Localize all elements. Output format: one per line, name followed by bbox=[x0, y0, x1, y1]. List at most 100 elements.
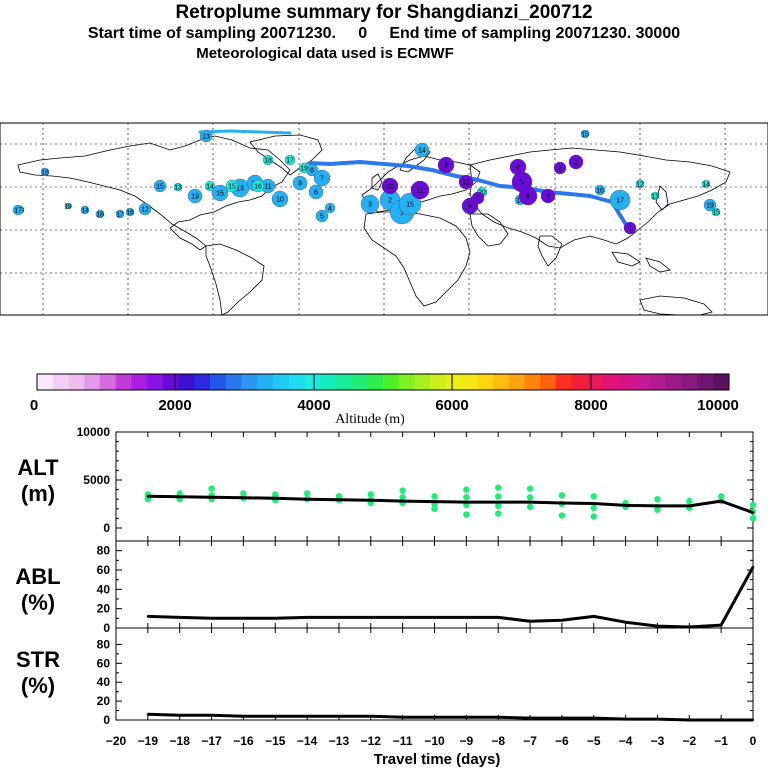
colorbar-swatch bbox=[131, 374, 148, 390]
str-series-point bbox=[751, 718, 755, 722]
purple-cluster-circle bbox=[518, 186, 538, 206]
str-series-point bbox=[656, 717, 659, 721]
alt-cluster-point bbox=[558, 512, 566, 519]
teal-cluster-label: 13 bbox=[174, 185, 182, 192]
x-tick-label: −12 bbox=[361, 734, 382, 748]
blue-cluster-marker: 15 bbox=[211, 184, 229, 202]
alt-series-point bbox=[592, 502, 595, 505]
abl-series-point bbox=[401, 616, 404, 619]
teal-cluster-circle bbox=[173, 182, 183, 192]
str-series-point bbox=[528, 716, 532, 720]
colorbar-swatches bbox=[37, 374, 730, 390]
teal-cluster-label: 12 bbox=[636, 182, 644, 189]
x-tick-label: −6 bbox=[555, 734, 569, 748]
x-tick-label: −17 bbox=[201, 734, 222, 748]
purple-cluster-label: 7 bbox=[476, 196, 480, 203]
purple-cluster-circle bbox=[437, 156, 455, 174]
abl-panel-label: ABL bbox=[15, 564, 60, 589]
teal-cluster-marker: 14 bbox=[204, 180, 216, 192]
blue-cluster-circle bbox=[40, 167, 50, 177]
abl-series-point bbox=[497, 616, 500, 619]
blue-cluster-label: 15 bbox=[216, 191, 224, 198]
teal-cluster-circle bbox=[635, 179, 645, 189]
alt-panel-unit: (m) bbox=[21, 481, 55, 506]
abl-panel-frame bbox=[115, 540, 754, 629]
alt-cluster-point bbox=[495, 484, 502, 491]
retroplume-map: 1818191716121519151312111098765432115141… bbox=[0, 122, 768, 316]
str-series-line bbox=[147, 712, 753, 722]
blue-cluster-label: 7 bbox=[320, 176, 324, 183]
x-tick-label: −10 bbox=[424, 734, 445, 748]
abl-series-point bbox=[274, 617, 277, 620]
blue-cluster-circle bbox=[115, 209, 125, 219]
alt-series-point bbox=[497, 500, 500, 504]
blue-cluster-circle bbox=[271, 190, 289, 208]
str-y-tick-label: 0 bbox=[103, 713, 110, 727]
teal-cluster-marker: 15 bbox=[225, 179, 239, 193]
blue-cluster-marker: 10 bbox=[271, 190, 289, 208]
alt-series-point bbox=[337, 498, 341, 501]
alt-cluster-point bbox=[526, 494, 534, 501]
str-panel-label: STR bbox=[16, 647, 60, 672]
x-tick-label: −3 bbox=[651, 734, 665, 748]
purple-cluster-marker: 1 bbox=[568, 154, 584, 170]
str-series-point bbox=[369, 715, 372, 718]
str-series-point bbox=[560, 716, 564, 720]
abl-series-point bbox=[242, 617, 245, 620]
str-series-point bbox=[305, 715, 309, 718]
blue-cluster-circle bbox=[211, 184, 229, 202]
alt-cluster-point bbox=[558, 492, 566, 499]
alt-cluster-point bbox=[399, 494, 406, 501]
altitude-colorbar: 0 2000 4000 6000 8000 10000 Altitude (m) bbox=[30, 373, 739, 427]
teal-cluster-label: 15 bbox=[712, 210, 720, 217]
blue-cluster-marker: 19 bbox=[64, 202, 72, 211]
str-series-point bbox=[465, 715, 468, 719]
met-data-line: Meteorological data used is ECMWF bbox=[196, 45, 454, 62]
blue-cluster-marker: 6 bbox=[308, 184, 324, 200]
colorbar-swatch bbox=[666, 374, 683, 390]
alt-cluster-point bbox=[526, 503, 534, 511]
colorbar-swatch bbox=[430, 374, 447, 390]
colorbar-swatch bbox=[178, 374, 195, 390]
teal-cluster-marker: 13 bbox=[650, 191, 660, 201]
alt-cluster-point bbox=[590, 513, 597, 520]
purple-cluster-marker: 12 bbox=[458, 174, 474, 190]
blue-cluster-label: 8 bbox=[310, 168, 314, 175]
blue-cluster-label: 19 bbox=[64, 204, 72, 211]
str-panel: 0 20 40 60 80 bbox=[97, 627, 755, 727]
teal-cluster-marker: 16 bbox=[251, 179, 265, 193]
alt-series-point bbox=[433, 500, 436, 503]
purple-cluster-marker: 11 bbox=[410, 180, 430, 200]
x-tick-label: −20 bbox=[106, 734, 127, 748]
blue-cluster-circle bbox=[64, 202, 72, 210]
blue-cluster-marker: 3 bbox=[360, 194, 380, 214]
plume-cluster-markers: 1818191716121519151312111098765432115141… bbox=[12, 129, 721, 235]
blue-cluster-circle bbox=[703, 198, 717, 212]
purple-cluster-circle bbox=[623, 221, 637, 235]
teal-cluster-label: 18 bbox=[264, 158, 272, 165]
blue-cluster-circle bbox=[609, 189, 631, 211]
blue-cluster-marker: 14 bbox=[80, 205, 90, 215]
colorbar-swatch bbox=[556, 374, 573, 390]
blue-cluster-marker: 15 bbox=[153, 179, 167, 193]
alt-cluster-point bbox=[399, 487, 406, 494]
blue-cluster-circle bbox=[594, 184, 606, 196]
teal-cluster-marker: 15 bbox=[711, 207, 721, 217]
abl-series-point bbox=[337, 616, 341, 619]
colorbar-swatch bbox=[288, 374, 305, 390]
x-tick-label: −7 bbox=[523, 734, 537, 748]
purple-cluster-marker: 1 bbox=[623, 221, 637, 235]
x-tick-label: −18 bbox=[170, 734, 191, 748]
colorbar-swatch bbox=[272, 374, 290, 390]
purple-cluster-label: 8 bbox=[468, 204, 472, 211]
blue-cluster-label: 13 bbox=[202, 134, 210, 141]
colorbar-swatch bbox=[414, 374, 431, 390]
blue-cluster-marker: 17 bbox=[115, 209, 125, 219]
colorbar-swatch bbox=[320, 374, 337, 390]
alt-series-point bbox=[528, 500, 532, 504]
blue-cluster-marker: 5 bbox=[315, 209, 329, 223]
purple-cluster-marker: 7 bbox=[471, 191, 485, 205]
teal-cluster-label: 16 bbox=[254, 184, 262, 191]
blue-cluster-label: 14 bbox=[418, 148, 426, 155]
colorbar-swatch bbox=[335, 374, 353, 390]
